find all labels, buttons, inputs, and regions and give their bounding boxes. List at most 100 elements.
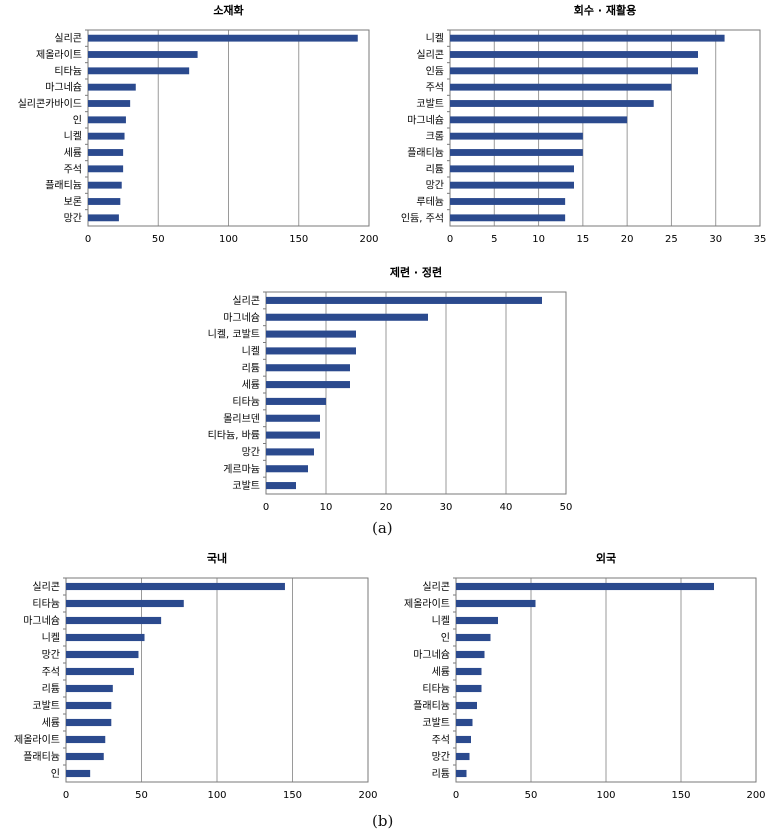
bar [450,100,654,107]
category-label: 제올라이트 [14,734,60,746]
bar [266,330,356,338]
category-label: 망간 [426,180,444,192]
chart-title: 제련 · 정련 [390,265,442,279]
category-label: 실리콘 [32,581,60,593]
bar [66,616,162,625]
bar [456,616,498,625]
caption-a: (a) [372,519,393,537]
x-tick-label: 0 [447,234,453,245]
bar [88,132,125,140]
category-label: 실리콘 [232,295,260,307]
bar [456,599,536,608]
category-label: 티타늄 [232,396,260,408]
category-label: 주석 [432,734,450,746]
category-label: 니켈 [42,632,60,644]
category-label: 플래티늄 [23,751,60,763]
category-label: 보론 [64,196,82,208]
category-label: 세륨 [64,147,82,159]
bar [450,116,628,124]
x-tick-label: 100 [596,790,615,801]
category-label: 리튬 [242,362,260,374]
chart-panel-domestic: 국내 0 50 100 150 200 실리콘 티타늄 마그네슘 니켈 망간 주석 리튬 코발트 세륨 제올라… [0,548,380,806]
bar [266,448,314,456]
category-label: 플래티늄 [45,180,82,192]
bar [456,684,482,693]
x-tick-label: 10 [532,234,545,245]
bar [456,769,467,778]
x-tick-label: 30 [709,234,722,245]
bar [266,397,326,405]
category-label: 실리콘 [54,33,82,45]
x-tick-label: 0 [63,790,69,801]
bar [450,132,583,140]
bar [266,313,428,321]
x-tick-label: 200 [746,790,765,801]
bar [88,100,131,107]
category-label: 세륨 [42,717,60,729]
category-label: 인듐, 주석 [401,212,444,224]
bar [450,51,698,58]
category-label: 코발트 [232,480,260,492]
category-label: 게르마늄 [223,463,260,475]
category-label: 니켈 [64,131,82,143]
x-tick-label: 35 [754,234,767,245]
chart-panel-recovery: 회수 · 재활용 0 5 10 15 20 25 30 35 니켈 실리콘 인듐 주석 코발트 마그네슘 크롬… [384,0,768,252]
category-label: 주석 [426,82,444,94]
category-label: 리튬 [432,768,450,780]
x-tick-label: 0 [263,502,269,513]
category-label: 망간 [64,212,82,224]
x-tick-label: 100 [219,234,238,245]
bar [66,599,184,608]
category-label: 세륨 [432,666,450,678]
category-label: 몰리브덴 [223,413,260,425]
x-tick-label: 5 [491,234,497,245]
caption-b: (b) [372,812,394,830]
category-label: 실리콘카바이드 [18,98,82,110]
plot-frame [449,29,761,227]
chart-title: 소재화 [213,3,243,17]
bar [88,149,124,156]
bar [456,633,491,642]
category-label: 티타늄 [32,598,60,610]
bar [88,83,136,91]
x-tick-label: 40 [500,502,513,513]
x-tick-label: 200 [359,234,378,245]
bar [456,752,470,761]
chart-panel-smelting-material: 소재화 0 50 100 150 200 실리콘 제올라이트 티타늄 마그네슘 실리콘카바이드 인 니켈… [0,0,380,252]
category-label: 실리콘 [416,49,444,61]
category-label: 세륨 [242,379,260,391]
x-tick-label: 50 [135,790,148,801]
bar [66,769,91,778]
x-tick-label: 10 [320,502,333,513]
category-label: 티타늄, 바륨 [208,430,260,442]
bar [66,701,112,710]
bar [450,83,672,91]
bar [450,67,698,75]
category-label: 마그네슘 [45,82,82,94]
category-label: 코발트 [422,717,450,729]
bar [266,414,320,422]
category-label: 니켈, 코발트 [208,329,260,341]
bar [456,650,485,659]
chart-title: 외국 [596,551,616,565]
category-label: 실리콘 [422,581,450,593]
chart-svg-foreign: 외국 0 50 100 150 200 실리콘제올라이트니켈인마그네슘세륨티타늄플래티늄코발… [404,551,766,801]
category-label: 제올라이트 [36,49,82,61]
bar [456,735,471,744]
bar [456,718,473,727]
category-label: 플래티늄 [413,700,450,712]
x-tick-label: 20 [380,502,393,513]
category-label: 티타늄 [54,65,82,77]
bar [450,165,574,173]
category-label: 주석 [64,163,82,175]
bar [266,364,350,372]
bar [456,667,482,676]
category-label: 인듐 [426,65,444,77]
bar [88,116,126,124]
bar [266,296,542,304]
bar [66,650,139,659]
bar [88,34,358,42]
chart-svg-recovery: 회수 · 재활용 0 5 10 15 20 25 30 35 니켈실리콘인듐주석코발트마그네슘크롬… [401,3,767,245]
category-label: 제올라이트 [404,598,450,610]
